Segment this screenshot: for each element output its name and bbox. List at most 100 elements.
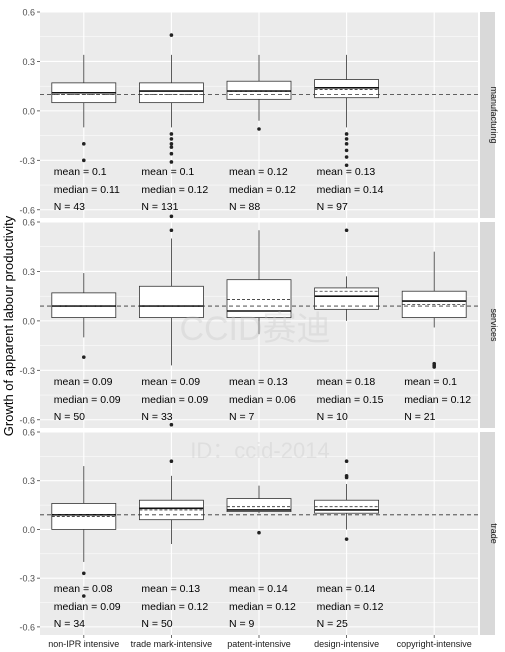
watermark-line-1: CCID赛迪 — [179, 310, 330, 348]
watermark: CCID赛迪 ID：ccid-2014 — [179, 310, 330, 463]
facet-strip-label: services — [489, 308, 499, 342]
box-manufacturing-patent-intensive: mean = 0.12 median = 0.12 N = 88 — [226, 54, 296, 213]
outlier-point — [82, 571, 86, 576]
facet-strip — [480, 432, 495, 635]
stat-label: mean = 0.12 — [229, 166, 288, 178]
box-iqr — [138, 82, 204, 104]
y-tick-label: -0.6 — [19, 205, 35, 215]
stat-label: N = 21 — [404, 411, 435, 423]
y-tick-label: 0.6 — [22, 218, 35, 228]
stat-label: mean = 0.08 — [54, 583, 113, 595]
box-iqr — [314, 79, 380, 99]
stat-label: mean = 0.14 — [229, 583, 288, 595]
y-axis-label: Growth of apparent labour productivity — [1, 215, 16, 436]
box-services-copyright-intensive: mean = 0.1 median = 0.12 N = 21 — [401, 251, 471, 423]
stat-label: median = 0.12 — [229, 184, 296, 196]
facet-strip — [480, 222, 495, 428]
stat-label: median = 0.12 — [141, 184, 208, 196]
stat-label: N = 97 — [317, 201, 348, 213]
outlier-point — [169, 132, 174, 136]
y-tick-label: 0.0 — [22, 106, 35, 116]
stat-label: median = 0.15 — [317, 394, 384, 406]
outlier-point — [169, 459, 174, 464]
outlier-point — [82, 594, 86, 598]
watermark-line-2: ID：ccid-2014 — [190, 438, 329, 463]
y-tick-label: -0.6 — [19, 415, 35, 425]
outlier-point — [432, 365, 437, 369]
stat-label: mean = 0.18 — [317, 376, 376, 388]
outlier-point — [82, 355, 86, 359]
box-trade-patent-intensive: mean = 0.14 median = 0.12 N = 9 — [226, 485, 296, 630]
outlier-point — [344, 228, 349, 233]
stat-label: N = 10 — [317, 411, 348, 423]
x-tick-label: trade mark-intensive — [131, 639, 213, 649]
stat-label: median = 0.12 — [317, 601, 384, 613]
outlier-point — [344, 142, 349, 146]
stat-label: mean = 0.13 — [317, 166, 376, 178]
y-tick-label: 0.6 — [22, 428, 35, 438]
box-services-design-intensive: mean = 0.18 median = 0.15 N = 10 — [314, 228, 384, 423]
stat-label: mean = 0.1 — [54, 166, 107, 178]
x-tick-label: design-intensive — [314, 639, 379, 649]
y-tick-label: -0.6 — [19, 622, 35, 632]
y-tick-label: 0.6 — [22, 8, 35, 18]
stat-label: N = 25 — [317, 618, 348, 630]
outlier-point — [169, 151, 174, 156]
box-manufacturing-trade-mark-intensive: mean = 0.1 median = 0.12 N = 131 — [138, 33, 208, 219]
stat-label: mean = 0.1 — [141, 166, 194, 178]
x-tick-label: non-IPR intensive — [48, 639, 119, 649]
facet-strip — [480, 12, 495, 218]
outlier-point — [344, 163, 349, 168]
stat-label: mean = 0.09 — [141, 376, 200, 388]
stat-label: median = 0.12 — [141, 601, 208, 613]
box-iqr — [51, 292, 117, 318]
x-axis-tick-labels: non-IPR intensive trade mark-intensive pat… — [48, 635, 472, 649]
stat-label: mean = 0.13 — [229, 376, 288, 388]
stat-label: mean = 0.14 — [317, 583, 376, 595]
stat-label: N = 50 — [54, 411, 85, 423]
box-iqr — [226, 80, 292, 100]
outlier-point — [344, 155, 349, 159]
outlier-point — [169, 137, 174, 141]
outlier-point — [257, 127, 261, 131]
stat-label: median = 0.09 — [54, 601, 121, 613]
stat-label: N = 34 — [54, 618, 85, 630]
outlier-point — [344, 537, 349, 541]
x-tick-label: patent-intensive — [227, 639, 291, 649]
facet-panel-trade: 0.6 0.3 0.0 -0.3 -0.6 mean = 0.08 median = 0.0… — [19, 428, 499, 635]
box-services-patent-intensive: mean = 0.13 median = 0.06 N = 7 — [226, 230, 296, 423]
stat-label: N = 9 — [229, 618, 255, 630]
stat-label: median = 0.12 — [404, 394, 471, 406]
outlier-point — [344, 137, 349, 141]
facet-strip-label: trade — [489, 523, 499, 544]
box-services-trade-mark-intensive: mean = 0.09 median = 0.09 N = 33 — [138, 228, 208, 427]
stat-label: median = 0.11 — [54, 184, 120, 196]
stat-label: N = 88 — [229, 201, 260, 213]
y-tick-label: 0.0 — [22, 316, 35, 326]
y-tick-label: -0.3 — [19, 156, 35, 166]
outlier-point — [344, 475, 349, 480]
outlier-point — [82, 158, 86, 163]
y-tick-label: -0.3 — [19, 366, 35, 376]
y-tick-label: 0.3 — [22, 476, 35, 486]
outlier-point — [169, 422, 174, 427]
outlier-point — [169, 145, 174, 149]
stat-label: median = 0.14 — [317, 184, 384, 196]
box-manufacturing-design-intensive: mean = 0.13 median = 0.14 N = 97 — [314, 54, 384, 213]
outlier-point — [169, 142, 174, 146]
y-tick-label: 0.3 — [22, 57, 35, 67]
stat-label: median = 0.09 — [54, 394, 121, 406]
outlier-point — [82, 142, 86, 146]
outlier-point — [257, 530, 261, 535]
y-tick-label: 0.0 — [22, 525, 35, 535]
stat-label: median = 0.09 — [141, 394, 208, 406]
y-tick-label: 0.3 — [22, 267, 35, 277]
stat-label: N = 131 — [141, 201, 178, 213]
facet-panel-services: 0.6 0.3 0.0 -0.3 -0.6 mean = 0.09 median = 0.0… — [19, 218, 499, 428]
facet-panels: 0.6 0.3 0.0 -0.3 -0.6 mean = 0.1 median = 0.11… — [19, 8, 499, 635]
box-trade-design-intensive: mean = 0.14 median = 0.12 N = 25 — [314, 459, 384, 630]
outlier-point — [169, 33, 174, 37]
facet-strip-label: manufacturing — [489, 86, 499, 143]
stat-label: N = 7 — [229, 411, 255, 423]
